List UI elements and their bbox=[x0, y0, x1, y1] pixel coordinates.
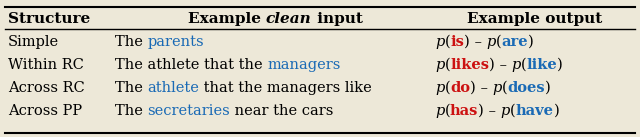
Text: clean: clean bbox=[266, 12, 312, 26]
Text: (: ( bbox=[444, 81, 450, 95]
Text: The: The bbox=[115, 81, 147, 95]
Text: (: ( bbox=[444, 58, 450, 72]
Text: Across RC: Across RC bbox=[8, 81, 84, 95]
Text: Simple: Simple bbox=[8, 35, 59, 49]
Text: is: is bbox=[450, 35, 464, 49]
Text: –: – bbox=[470, 35, 486, 49]
Text: p: p bbox=[500, 104, 510, 118]
Text: input: input bbox=[312, 12, 362, 26]
Text: ): ) bbox=[528, 35, 534, 49]
Text: near the cars: near the cars bbox=[230, 104, 333, 118]
Text: ): ) bbox=[489, 58, 495, 72]
Text: (: ( bbox=[521, 58, 526, 72]
Text: –: – bbox=[484, 104, 500, 118]
Text: ): ) bbox=[557, 58, 563, 72]
Text: (: ( bbox=[495, 35, 501, 49]
Text: The athlete that the: The athlete that the bbox=[115, 58, 268, 72]
Text: are: are bbox=[501, 35, 528, 49]
Text: The: The bbox=[115, 35, 147, 49]
Text: ): ) bbox=[478, 104, 484, 118]
Text: p: p bbox=[435, 81, 444, 95]
Text: likes: likes bbox=[450, 58, 489, 72]
Text: secretaries: secretaries bbox=[147, 104, 230, 118]
Text: Example: Example bbox=[188, 12, 266, 26]
Text: like: like bbox=[526, 58, 557, 72]
Text: parents: parents bbox=[147, 35, 204, 49]
Text: p: p bbox=[435, 35, 444, 49]
Text: does: does bbox=[508, 81, 545, 95]
Text: ): ) bbox=[545, 81, 551, 95]
Text: (: ( bbox=[444, 104, 450, 118]
Text: (: ( bbox=[502, 81, 508, 95]
Text: athlete: athlete bbox=[147, 81, 200, 95]
Text: (: ( bbox=[510, 104, 516, 118]
Text: –: – bbox=[495, 58, 511, 72]
Text: Across PP: Across PP bbox=[8, 104, 82, 118]
Text: ): ) bbox=[554, 104, 559, 118]
Text: Structure: Structure bbox=[8, 12, 90, 26]
Text: p: p bbox=[435, 58, 444, 72]
Text: (: ( bbox=[444, 35, 450, 49]
Text: have: have bbox=[516, 104, 554, 118]
Text: has: has bbox=[450, 104, 478, 118]
Text: The: The bbox=[115, 104, 147, 118]
Text: p: p bbox=[492, 81, 502, 95]
Text: managers: managers bbox=[268, 58, 340, 72]
Text: –: – bbox=[476, 81, 492, 95]
Text: do: do bbox=[450, 81, 470, 95]
Text: p: p bbox=[511, 58, 521, 72]
Text: ): ) bbox=[470, 81, 476, 95]
Text: Example output: Example output bbox=[467, 12, 603, 26]
Text: ): ) bbox=[464, 35, 470, 49]
Text: p: p bbox=[435, 104, 444, 118]
Text: that the managers like: that the managers like bbox=[200, 81, 372, 95]
Text: Within RC: Within RC bbox=[8, 58, 84, 72]
Text: p: p bbox=[486, 35, 495, 49]
